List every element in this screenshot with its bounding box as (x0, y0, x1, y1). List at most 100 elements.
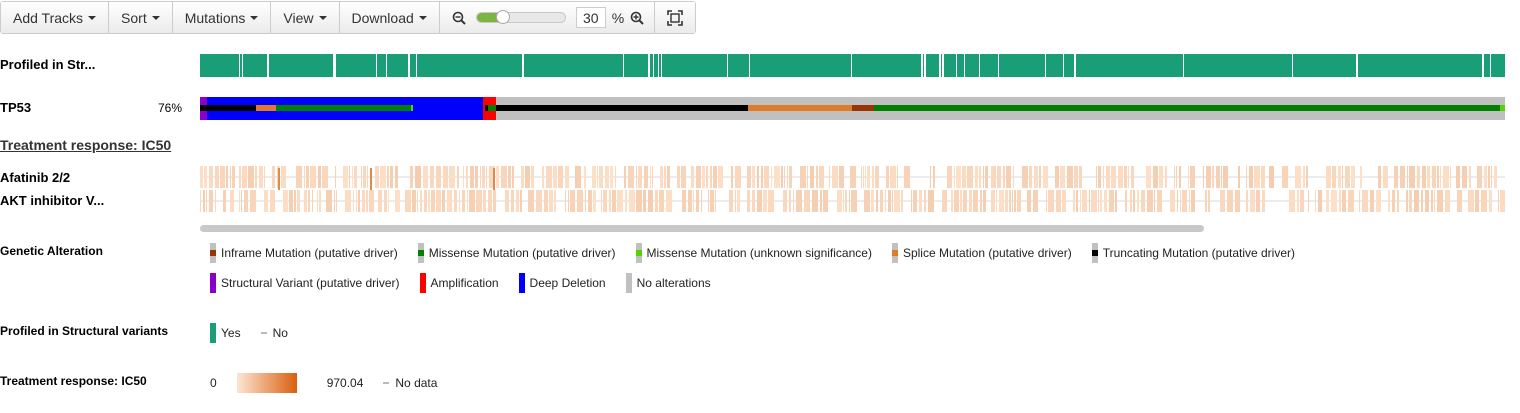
profiled-gap[interactable] (851, 54, 852, 77)
ic50-cell[interactable] (747, 190, 750, 212)
ic50-cell[interactable] (343, 166, 348, 188)
ic50-cell[interactable] (757, 190, 762, 212)
ic50-cell[interactable] (442, 190, 445, 212)
ic50-cell[interactable] (1103, 166, 1104, 188)
ic50-cell[interactable] (1450, 166, 1451, 188)
ic50-cell[interactable] (289, 190, 293, 212)
ic50-cell[interactable] (466, 166, 468, 188)
ic50-cell[interactable] (1159, 166, 1163, 188)
ic50-cell[interactable] (851, 190, 857, 212)
ic50-cell[interactable] (204, 166, 207, 188)
ic50-cell[interactable] (521, 166, 524, 188)
ic50-cell[interactable] (1397, 190, 1399, 212)
ic50-cell[interactable] (531, 166, 534, 188)
ic50-cell[interactable] (667, 166, 670, 188)
ic50-cell[interactable] (691, 166, 694, 188)
ic50-cell[interactable] (800, 166, 806, 188)
profiled-gap[interactable] (1356, 54, 1358, 77)
ic50-cell[interactable] (715, 190, 716, 212)
ic50-cell[interactable] (872, 166, 874, 188)
ic50-cell[interactable] (501, 166, 507, 188)
ic50-cell[interactable] (1205, 190, 1207, 212)
ic50-cell[interactable] (1080, 190, 1081, 212)
ic50-cell[interactable] (395, 190, 400, 212)
ic50-cell[interactable] (353, 190, 354, 212)
ic50-cell[interactable] (1443, 166, 1449, 188)
ic50-cell[interactable] (1006, 166, 1011, 188)
ic50-cell[interactable] (449, 166, 455, 188)
ic50-cell[interactable] (410, 166, 413, 188)
ic50-cell[interactable] (597, 166, 598, 188)
ic50-cell[interactable] (1400, 166, 1405, 188)
ic50-cell[interactable] (1146, 166, 1151, 188)
profiled-gap[interactable] (522, 54, 524, 77)
ic50-cell[interactable] (888, 190, 891, 212)
ic50-cell[interactable] (1174, 166, 1175, 188)
ic50-cell[interactable] (424, 190, 427, 212)
ic50-cell[interactable] (979, 166, 981, 188)
ic50-cell[interactable] (1124, 166, 1127, 188)
download-button[interactable]: Download (339, 2, 440, 33)
profiled-gap[interactable] (623, 54, 624, 77)
ic50-cell[interactable] (1425, 190, 1429, 212)
ic50-cell[interactable] (239, 190, 240, 212)
ic50-cell[interactable] (1039, 166, 1041, 188)
ic50-cell[interactable] (963, 190, 967, 212)
profiled-gap[interactable] (335, 54, 336, 77)
ic50-cell[interactable] (812, 190, 818, 212)
ic50-cell[interactable] (962, 166, 966, 188)
ic50-cell[interactable] (660, 166, 663, 188)
ic50-cell[interactable] (312, 190, 313, 212)
ic50-cell[interactable] (997, 166, 1001, 188)
ic50-cell[interactable] (975, 166, 978, 188)
ic50-cell[interactable] (1104, 190, 1107, 212)
ic50-cell[interactable] (1074, 166, 1078, 188)
ic50-cell[interactable] (980, 190, 982, 212)
ic50-cell[interactable] (1437, 166, 1439, 188)
ic50-cell[interactable] (655, 190, 658, 212)
ic50-cell[interactable] (942, 190, 947, 212)
ic50-cell[interactable] (612, 190, 616, 212)
ic50-cell[interactable] (1432, 166, 1436, 188)
treatment-heading[interactable]: Treatment response: IC50 (0, 137, 172, 153)
ic50-cell[interactable] (459, 190, 460, 212)
ic50-cell[interactable] (1359, 190, 1360, 212)
ic50-cell[interactable] (747, 166, 751, 188)
ic50-cell[interactable] (542, 166, 544, 188)
ic50-cell[interactable] (1067, 166, 1073, 188)
ic50-cell[interactable] (349, 166, 350, 188)
ic50-cell[interactable] (475, 166, 478, 188)
ic50-cell[interactable] (242, 166, 247, 188)
ic50-cell[interactable] (605, 166, 609, 188)
ic50-cell[interactable] (1017, 190, 1021, 212)
ic50-cell[interactable] (430, 166, 434, 188)
fit-to-screen-button[interactable] (655, 2, 696, 33)
ic50-cell[interactable] (688, 190, 692, 212)
ic50-cell[interactable] (352, 166, 353, 188)
ic50-cell[interactable] (1370, 190, 1374, 212)
ic50-cell[interactable] (787, 166, 788, 188)
ic50-cell[interactable] (1462, 166, 1467, 188)
ic50-cell[interactable] (480, 166, 481, 188)
ic50-cell[interactable] (387, 166, 389, 188)
ic50-cell[interactable] (306, 166, 309, 188)
ic50-cell[interactable] (549, 190, 553, 212)
ic50-cell[interactable] (1339, 190, 1341, 212)
ic50-cell[interactable] (1481, 190, 1487, 212)
ic50-cell[interactable] (1477, 166, 1482, 188)
ic50-cell[interactable] (336, 190, 337, 212)
ic50-cell[interactable] (575, 166, 581, 188)
ic50-cell[interactable] (462, 190, 465, 212)
ic50-cell[interactable] (363, 166, 366, 188)
ic50-cell[interactable] (796, 190, 802, 212)
ic50-cell[interactable] (702, 166, 705, 188)
ic50-cell[interactable] (1489, 190, 1492, 212)
ic50-cell[interactable] (1076, 190, 1078, 212)
profiled-gap[interactable] (749, 54, 750, 77)
zoom-slider-thumb[interactable] (496, 10, 511, 24)
ic50-cell[interactable] (270, 190, 275, 212)
ic50-cell[interactable] (823, 190, 828, 212)
ic50-cell[interactable] (1488, 166, 1490, 188)
ic50-cell[interactable] (1079, 166, 1082, 188)
ic50-cell[interactable] (1326, 166, 1331, 188)
